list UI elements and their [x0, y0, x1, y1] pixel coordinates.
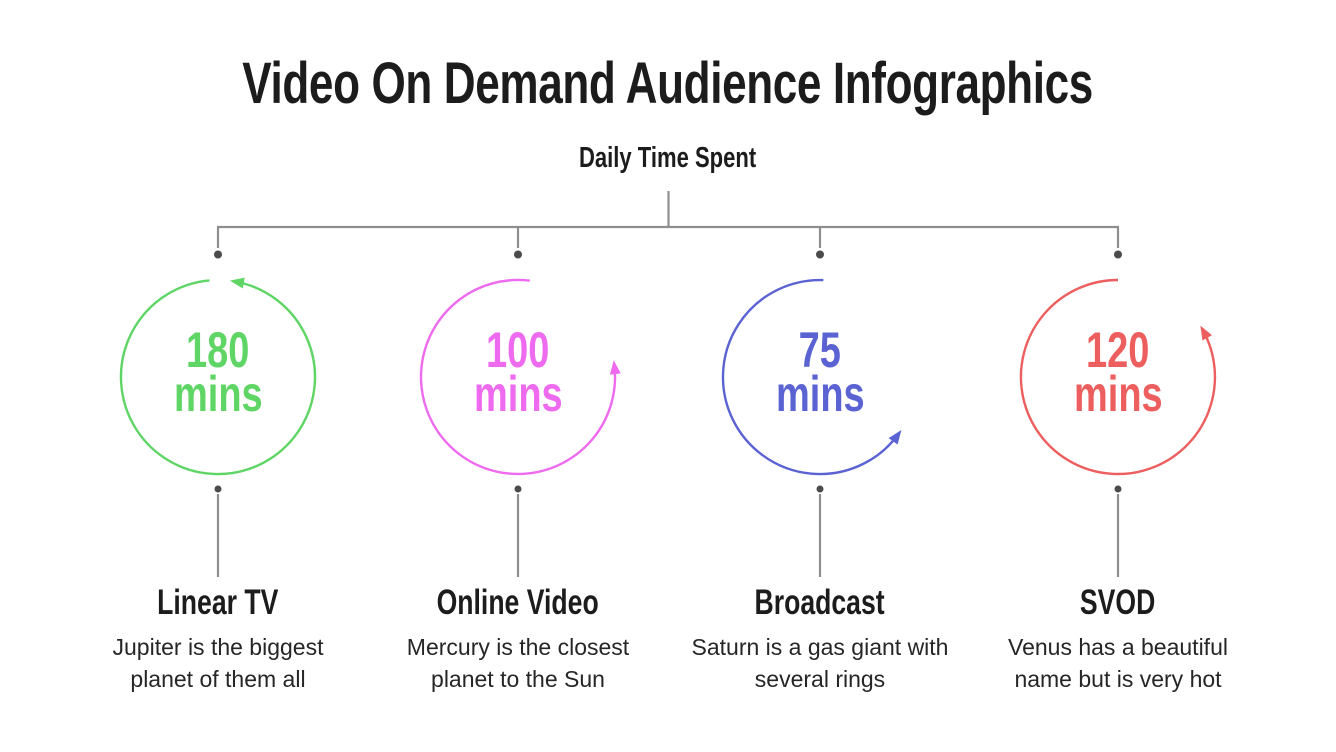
minutes-unit: mins — [473, 366, 563, 422]
top-dot-2 — [514, 250, 522, 259]
connector-crossbar — [216, 225, 1120, 248]
gauge-column-linear-tv: 180 mins Linear TV Jupiter is the bigges… — [68, 0, 368, 752]
item-label: Online Video — [436, 583, 600, 622]
item-description: Saturn is a gas giant with several rings — [691, 634, 949, 692]
arc-gauge-broadcast — [721, 278, 900, 476]
page-title: Video On Demand Audience Infographics — [242, 51, 1094, 116]
minutes-number: 180 — [186, 322, 250, 378]
minutes-unit: mins — [1073, 366, 1163, 422]
minutes-number: 100 — [486, 322, 550, 378]
arc-gauge-svod — [1019, 278, 1217, 476]
gauge-column-online-video: 100 mins Online Video Mercury is the clo… — [368, 0, 668, 752]
top-dot-4 — [1114, 250, 1122, 259]
arc-arrowhead-icon — [229, 277, 245, 289]
bottom-dot-3 — [816, 485, 824, 493]
item-description: Mercury is the closest planet to the Sun — [406, 634, 630, 692]
top-dot-1 — [214, 250, 222, 259]
minutes-number: 120 — [1086, 322, 1150, 378]
item-description: Jupiter is the biggest planet of them al… — [112, 634, 324, 692]
item-label: Broadcast — [754, 583, 886, 622]
minutes-unit: mins — [173, 366, 263, 422]
arc-gauge-online-video — [419, 278, 617, 476]
item-label: SVOD — [1080, 583, 1156, 622]
time-value: 100 mins — [368, 322, 668, 422]
time-value: 180 mins — [68, 322, 368, 422]
bottom-dot-4 — [1114, 485, 1122, 493]
minutes-number: 75 — [798, 322, 842, 378]
section-subtitle: Daily Time Spent — [579, 142, 757, 174]
time-value: 75 mins — [670, 322, 970, 422]
arc-arrowhead-icon — [888, 430, 902, 445]
arc-gauges — [119, 277, 1217, 476]
bottom-dot-2 — [514, 485, 522, 493]
connector-dots — [214, 250, 1122, 493]
arc-gauge-linear-tv — [119, 279, 317, 476]
connector-tree — [216, 191, 1120, 577]
item-description: Venus has a beautiful name but is very h… — [1008, 634, 1228, 692]
time-value: 120 mins — [968, 322, 1268, 422]
arc-arrowhead-icon — [1200, 325, 1212, 341]
minutes-unit: mins — [775, 366, 865, 422]
gauge-column-svod: 120 mins SVOD Venus has a beautiful name… — [968, 0, 1268, 752]
arc-arrowhead-icon — [609, 360, 621, 375]
top-dot-3 — [816, 250, 824, 259]
bottom-dot-1 — [214, 485, 222, 493]
item-label: Linear TV — [157, 583, 279, 622]
gauge-column-broadcast: 75 mins Broadcast Saturn is a gas giant … — [670, 0, 970, 752]
